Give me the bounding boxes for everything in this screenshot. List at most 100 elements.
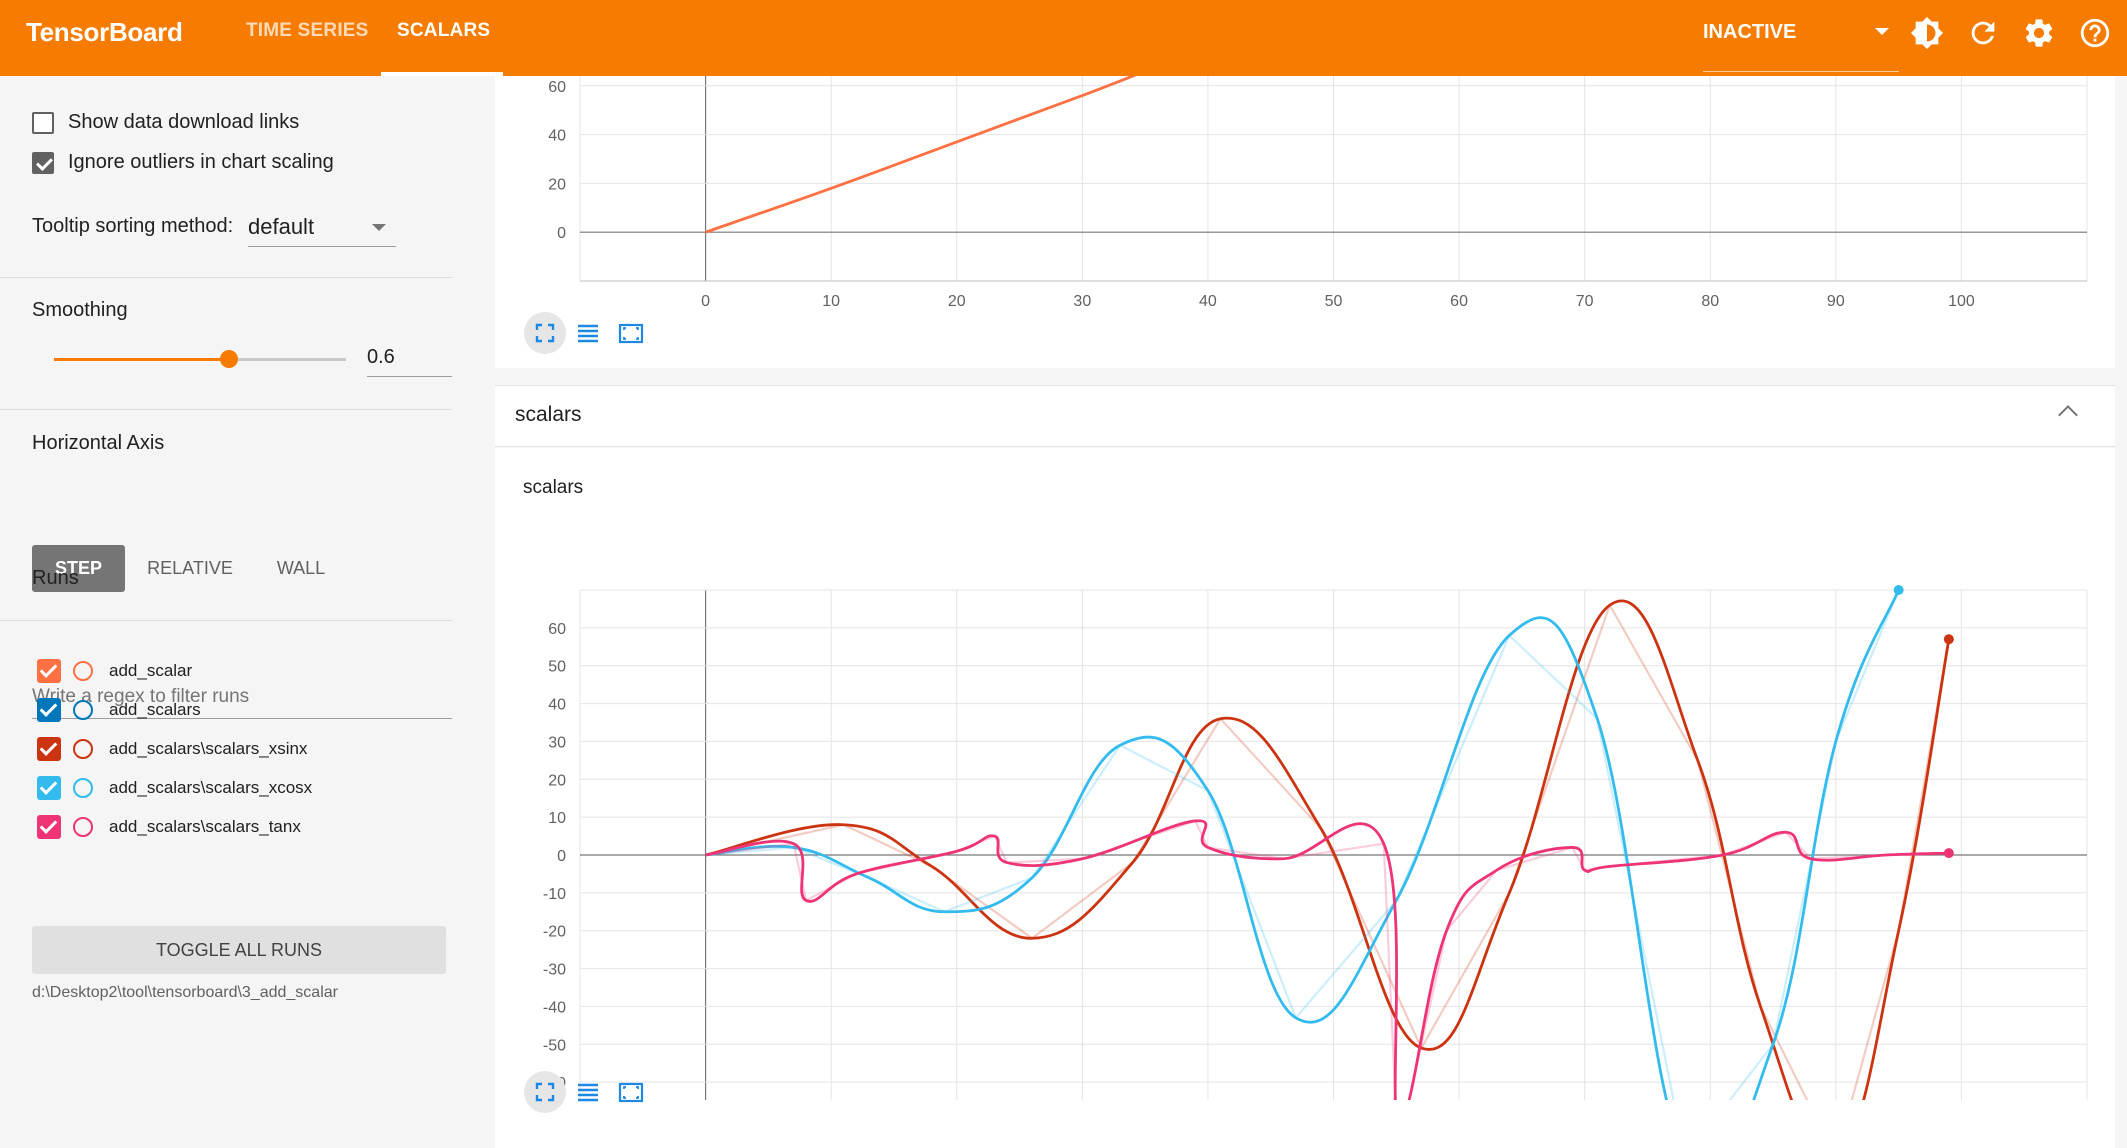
smoothing-slider[interactable] (54, 350, 346, 368)
series-layer (705, 590, 1951, 1100)
run-item[interactable]: add_scalars (37, 696, 201, 724)
chart-card-add-scalar: 0 10 20 30 40 50 60 70 80 90 100 0 20 40 60 (495, 76, 2115, 368)
y-tick-label: 50 (548, 659, 566, 676)
axis-step-button[interactable]: STEP (32, 545, 125, 592)
fullscreen-icon (535, 323, 555, 343)
x-tick-label: 50 (1325, 293, 1343, 310)
theme-toggle-icon[interactable] (1910, 16, 1944, 50)
x-tick-label: 80 (1701, 293, 1719, 310)
x-tick-label: 90 (1827, 293, 1845, 310)
active-tab-indicator (381, 72, 503, 76)
x-tick-label: 20 (948, 293, 966, 310)
checkbox-unchecked[interactable] (32, 111, 54, 134)
x-tick-label: 70 (1576, 293, 1594, 310)
x-tick-label: 30 (1073, 293, 1091, 310)
run-name: add_scalars\scalars_tanx (109, 817, 301, 836)
x-tick-label: 10 (822, 293, 840, 310)
chart-card-title: scalars (523, 477, 584, 498)
plugin-select[interactable]: INACTIVE (1703, 21, 1899, 72)
y-tick-label: -50 (543, 1037, 566, 1054)
run-color-circle-icon[interactable] (73, 778, 93, 798)
fit-screen-icon (618, 1082, 644, 1103)
x-tick-label: 40 (1199, 293, 1217, 310)
series-line (705, 76, 1137, 234)
fit-screen-icon (618, 323, 644, 344)
divider (0, 277, 452, 278)
run-name: add_scalar (109, 661, 193, 680)
help-icon[interactable] (2078, 16, 2112, 50)
y-tick-label: -20 (543, 924, 566, 941)
run-checkbox[interactable] (37, 776, 61, 800)
run-checkbox[interactable] (37, 659, 61, 683)
smoothing-input[interactable]: 0.6 (367, 340, 452, 377)
show-download-links-label: Show data download links (68, 111, 300, 133)
smoothing-slider-thumb[interactable] (220, 350, 239, 368)
run-item[interactable]: add_scalar (37, 657, 192, 685)
tooltip-sorting-select[interactable]: default (248, 212, 396, 247)
axis-wall-button[interactable]: WALL (276, 558, 326, 578)
run-color-circle-icon[interactable] (73, 661, 93, 681)
chart-card-scalars (495, 448, 2115, 1148)
y-tick-label: 30 (548, 734, 566, 751)
run-item[interactable]: add_scalars\scalars_xsinx (37, 735, 307, 763)
chevron-up-icon[interactable] (2058, 405, 2078, 425)
axis-relative-button[interactable]: RELATIVE (147, 558, 233, 578)
show-download-links-checkbox[interactable]: Show data download links (32, 111, 299, 134)
x-tick-label: 0 (701, 293, 710, 310)
run-item[interactable]: add_scalars\scalars_xcosx (37, 774, 312, 802)
tooltip-sorting-value: default (248, 214, 315, 239)
run-item[interactable]: add_scalars\scalars_tanx (37, 813, 301, 841)
run-checkbox[interactable] (37, 815, 61, 839)
fit-data-button[interactable] (610, 312, 652, 354)
smoothing-slider-fill (54, 358, 230, 361)
tab-scalars[interactable]: SCALARS (397, 20, 491, 41)
run-name: add_scalars\scalars_xsinx (109, 739, 308, 758)
scalars-chart[interactable]: 01020304050607080901006050403020100-10-2… (495, 500, 2115, 1100)
logdir-path: d:\Desktop2\tool\tensorboard\3_add_scala… (32, 984, 338, 1001)
x-tick-label: 100 (1948, 293, 1975, 310)
y-tick-label: 60 (548, 79, 566, 96)
list-icon (578, 1083, 598, 1102)
toggle-all-runs-button[interactable]: TOGGLE ALL RUNS (32, 926, 446, 974)
run-name: add_scalars (109, 700, 201, 719)
y-tick-label: 0 (557, 848, 566, 865)
series-layer (705, 76, 1137, 234)
y-tick-label: -30 (543, 962, 566, 979)
tab-time-series[interactable]: TIME SERIES (246, 20, 369, 41)
run-color-circle-icon[interactable] (73, 739, 93, 759)
series-end-point (1943, 634, 1954, 645)
ignore-outliers-checkbox[interactable]: Ignore outliers in chart scaling (32, 151, 334, 174)
group-title: scalars (515, 403, 582, 426)
list-icon (578, 324, 598, 343)
divider (0, 620, 452, 621)
fit-domain-button[interactable] (524, 312, 566, 354)
sidebar-gutter (452, 76, 495, 1135)
add-scalar-chart[interactable]: 0 10 20 30 40 50 60 70 80 90 100 0 20 40 60 (495, 76, 2115, 368)
horizontal-axis-label: Horizontal Axis (32, 432, 165, 454)
y-tick-label: 60 (548, 621, 566, 638)
fit-domain-button[interactable] (524, 1071, 566, 1113)
y-tick-label: -40 (543, 999, 566, 1016)
scalars-group-header[interactable]: scalars (495, 385, 2115, 447)
fit-data-button[interactable] (610, 1071, 652, 1113)
toggle-log-scale-button[interactable] (567, 312, 609, 354)
refresh-icon[interactable] (1966, 16, 2000, 50)
series-line (705, 819, 1949, 1100)
ignore-outliers-label: Ignore outliers in chart scaling (68, 151, 334, 173)
main-content: 0 10 20 30 40 50 60 70 80 90 100 0 20 40 60 scalars sc… (495, 76, 2127, 1148)
run-checkbox[interactable] (37, 737, 61, 761)
y-tick-label: 0 (557, 225, 566, 242)
toggle-log-scale-button[interactable] (567, 1071, 609, 1113)
brand-title: TensorBoard (26, 17, 183, 47)
run-color-circle-icon[interactable] (73, 817, 93, 837)
smoothing-value: 0.6 (367, 346, 395, 368)
y-tick-label: 20 (548, 772, 566, 789)
y-tick-label: -10 (543, 886, 566, 903)
series-end-point (1893, 585, 1904, 595)
settings-icon[interactable] (2022, 16, 2056, 50)
dropdown-arrow-icon (372, 224, 386, 231)
run-color-circle-icon[interactable] (73, 700, 93, 720)
y-tick-label: 20 (548, 176, 566, 193)
checkbox-checked[interactable] (32, 151, 54, 174)
run-checkbox[interactable] (37, 698, 61, 722)
